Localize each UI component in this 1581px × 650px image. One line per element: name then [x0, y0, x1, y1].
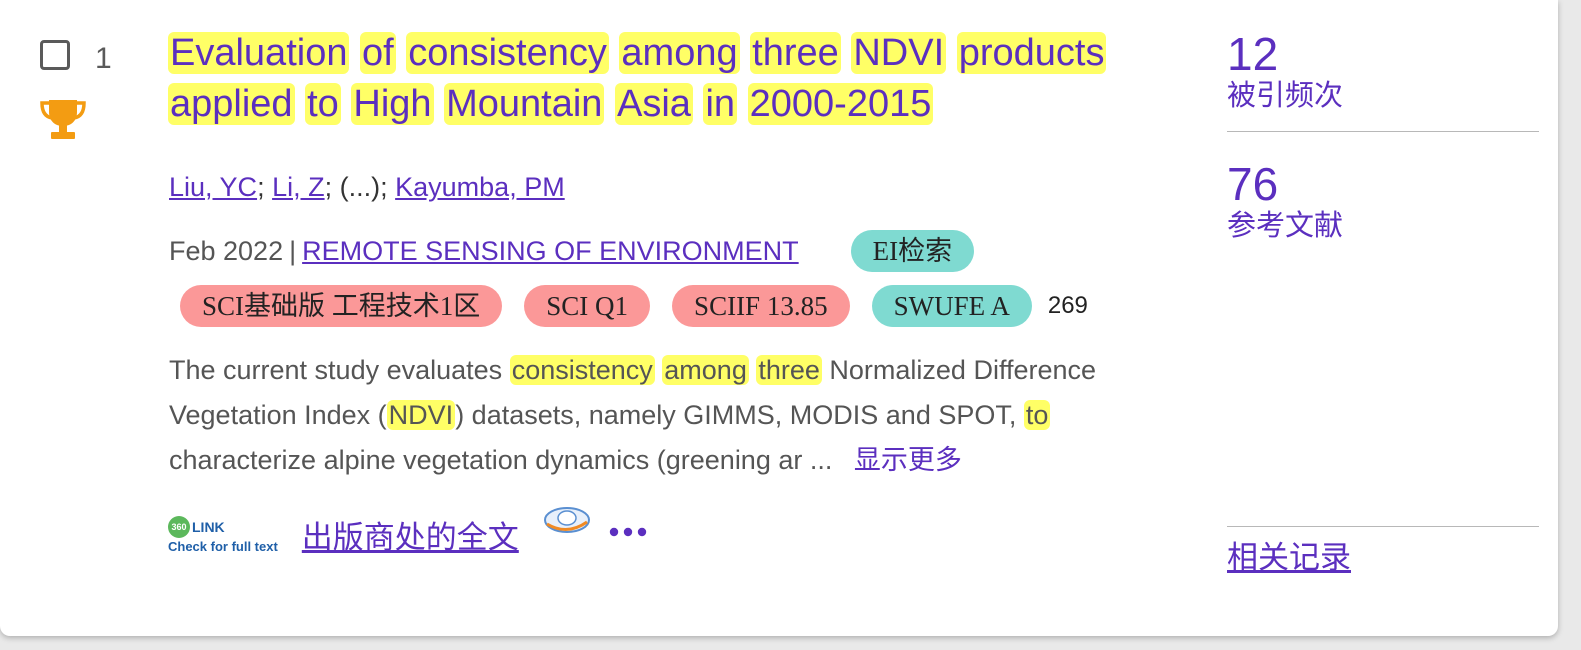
reference-count[interactable]: 76 参考文献 [1227, 160, 1539, 244]
search-result-card: 1 Evaluation of consistency among three … [0, 0, 1558, 636]
citation-count[interactable]: 12 被引频次 [1227, 30, 1539, 114]
author-link[interactable]: Kayumba, PM [395, 172, 565, 202]
related-records-link[interactable]: 相关记录 [1227, 540, 1351, 575]
abstract-snippet: The current study evaluates consistency … [169, 348, 1169, 483]
divider [1227, 131, 1539, 132]
title-word: 2000-2015 [747, 83, 934, 125]
record-index: 1 [95, 42, 112, 75]
badge-count: 269 [1047, 292, 1088, 319]
title-word: products [956, 32, 1107, 74]
abstract-text: characterize alpine vegetation dynamics … [169, 445, 840, 475]
divider [1227, 526, 1539, 527]
citation-label: 被引频次 [1227, 80, 1344, 112]
highlight-term: NDVI [386, 400, 456, 430]
title-word: Evaluation [168, 32, 350, 74]
publication-date: Feb 2022 [169, 236, 284, 266]
journal-link[interactable]: REMOTE SENSING OF ENVIRONMENT [302, 236, 799, 266]
abstract-text: ) datasets, namely GIMMS, MODIS and SPOT… [455, 400, 1024, 430]
abstract-text: Normalized Difference Vegetation Index ( [169, 355, 1097, 430]
sci-quartile-badge: SCI Q1 [524, 285, 651, 327]
publication-info: Feb 2022 | REMOTE SENSING OF ENVIRONMENT… [169, 230, 975, 272]
publisher-full-text-link[interactable]: 出版商处的全文 [301, 520, 519, 555]
link360-logo-icon: 360 [168, 515, 190, 538]
select-record-checkbox[interactable] [40, 40, 70, 70]
reference-number: 76 [1227, 158, 1279, 210]
ranking-badges: SCI基础版 工程技术1区 SCI Q1 SCIIF 13.85 SWUFE A… [180, 285, 1088, 327]
full-text-links: 360 LINK Check for full text 出版商处的全文 [168, 506, 647, 557]
citation-number: 12 [1227, 28, 1279, 80]
title-word: three [750, 32, 841, 74]
title-word: Asia [615, 83, 693, 125]
ei-badge: EI检索 [850, 230, 975, 272]
title-word: High [351, 83, 434, 125]
library-globe-icon[interactable] [543, 504, 591, 538]
highlight-term: three [756, 355, 822, 385]
link360-subtitle: Check for full text [168, 538, 278, 554]
link360-label: LINK [192, 518, 225, 535]
title-word: consistency [406, 32, 609, 74]
authors-line: Liu, YC; Li, Z; (...); Kayumba, PM [169, 172, 565, 202]
link360-button[interactable]: 360 LINK Check for full text [168, 515, 278, 554]
reference-label: 参考文献 [1227, 210, 1344, 242]
author-link[interactable]: Liu, YC [169, 172, 258, 202]
title-word: among [619, 32, 740, 74]
highlight-term: to [1023, 400, 1051, 430]
record-title-link[interactable]: Evaluation of consistency among three ND… [168, 28, 1128, 130]
highlight-term: among [662, 355, 749, 385]
swufe-badge: SWUFE A [871, 285, 1032, 327]
title-word: Mountain [444, 83, 605, 125]
title-word: of [360, 32, 396, 74]
highlight-term: consistency [509, 355, 655, 385]
impact-factor-badge: SCIIF 13.85 [672, 285, 850, 327]
separator: | [289, 236, 297, 266]
trophy-icon [40, 100, 86, 139]
more-options-icon[interactable] [609, 526, 647, 538]
authors-ellipsis[interactable]: (...) [339, 172, 381, 202]
sci-base-badge: SCI基础版 工程技术1区 [180, 285, 503, 327]
title-word: to [305, 83, 341, 125]
abstract-text: The current study evaluates [169, 355, 510, 385]
author-link[interactable]: Li, Z [272, 172, 325, 202]
title-word: NDVI [851, 32, 947, 74]
show-more-link[interactable]: 显示更多 [853, 445, 962, 475]
title-word: in [703, 83, 738, 125]
title-word: applied [168, 83, 295, 125]
